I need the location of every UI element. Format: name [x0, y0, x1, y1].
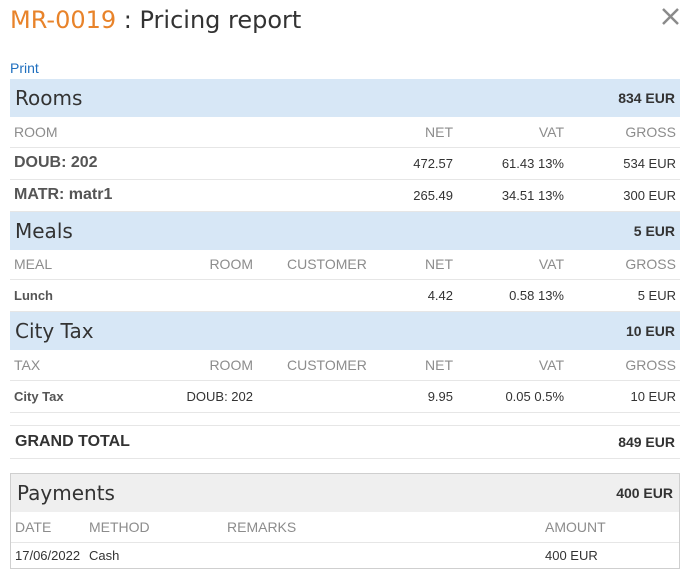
meal-name: Lunch — [10, 279, 160, 312]
payment-method: Cash — [89, 547, 120, 563]
payment-amount: 400 EUR — [545, 547, 598, 563]
column-header: VAT — [457, 249, 568, 280]
column-header: ROOM — [160, 350, 257, 381]
city-tax-section-header: City Tax 10 EUR — [10, 312, 680, 350]
title-separator: : — [116, 6, 140, 34]
city-tax-title: City Tax — [15, 319, 94, 343]
column-header: DATE — [11, 512, 85, 543]
meals-total: 5 EUR — [633, 222, 675, 239]
column-header: REMARKS — [223, 512, 541, 543]
column-header: CUSTOMER — [257, 350, 377, 381]
column-header: AMOUNT — [541, 512, 679, 543]
reservation-code: MR-0019 — [10, 6, 117, 34]
net-value: 265.49 — [360, 179, 457, 212]
rooms-total: 834 EUR — [618, 90, 675, 106]
gross-value: 10 EUR — [568, 380, 680, 413]
vat-value: 34.51 13% — [457, 179, 568, 212]
table-row: MATR: matr1 265.49 34.51 13% 300 EUR — [10, 179, 680, 212]
net-value: 4.42 — [377, 279, 457, 312]
column-header: NET — [377, 249, 457, 280]
table-header-row: MEAL ROOM CUSTOMER NET VAT GROSS — [10, 249, 680, 280]
payments-table: DATE METHOD REMARKS AMOUNT 17/06/2022 Ca… — [11, 512, 679, 568]
city-tax-total: 10 EUR — [625, 323, 675, 339]
column-header: VAT — [457, 117, 568, 148]
column-header: CUSTOMER — [257, 249, 377, 280]
rooms-section-header: Rooms 834 EUR — [10, 79, 680, 117]
meals-title: Meals — [15, 218, 73, 243]
table-header-row: ROOM NET VAT GROSS — [10, 117, 680, 148]
room-name: MATR: matr1 — [10, 179, 360, 212]
print-link[interactable]: Print — [10, 60, 39, 76]
payments-section-header: Payments 400 EUR — [11, 474, 679, 512]
column-header: VAT — [457, 350, 568, 381]
table-row: City Tax DOUB: 202 9.95 0.05 0.5% 10 EUR — [10, 380, 680, 413]
gross-value: 534 EUR — [568, 147, 680, 180]
meals-section-header: Meals 5 EUR — [10, 211, 680, 250]
payments-panel: Payments 400 EUR DATE METHOD REMARKS AMO… — [10, 473, 680, 569]
gross-value: 5 EUR — [568, 279, 680, 312]
vat-value: 0.58 13% — [457, 279, 568, 312]
table-header-row: DATE METHOD REMARKS AMOUNT — [11, 512, 679, 543]
table-row: Lunch 4.42 0.58 13% 5 EUR — [10, 279, 680, 312]
column-header: GROSS — [568, 350, 680, 381]
column-header: GROSS — [568, 117, 680, 148]
payment-remarks — [223, 542, 541, 568]
customer-value — [257, 380, 377, 413]
room-name: DOUB: 202 — [10, 147, 360, 180]
city-tax-table: TAX ROOM CUSTOMER NET VAT GROSS City Tax… — [10, 350, 680, 413]
column-header: METHOD — [85, 512, 223, 543]
rooms-table: ROOM NET VAT GROSS DOUB: 202 472.57 61.4… — [10, 117, 680, 212]
column-header: GROSS — [568, 249, 680, 280]
column-header: MEAL — [10, 249, 160, 280]
grand-total-value: 849 EUR — [618, 433, 675, 450]
column-header: TAX — [10, 350, 160, 381]
column-header: NET — [377, 350, 457, 381]
column-header: NET — [360, 117, 457, 148]
payments-total: 400 EUR — [616, 485, 673, 501]
meals-table: MEAL ROOM CUSTOMER NET VAT GROSS Lunch 4… — [10, 249, 680, 312]
page-title: MR-0019 : Pricing report — [10, 6, 301, 34]
customer-value — [257, 279, 377, 312]
room-value: DOUB: 202 — [160, 380, 257, 413]
grand-total-label: GRAND TOTAL — [15, 432, 130, 450]
close-icon[interactable] — [658, 4, 683, 30]
gross-value: 300 EUR — [568, 179, 680, 212]
column-header: ROOM — [160, 249, 257, 280]
table-header-row: TAX ROOM CUSTOMER NET VAT GROSS — [10, 350, 680, 381]
net-value: 472.57 — [360, 147, 457, 180]
grand-total-row: GRAND TOTAL 849 EUR — [10, 424, 680, 459]
payment-date: 17/06/2022 — [15, 547, 81, 563]
column-header: ROOM — [10, 117, 360, 148]
vat-value: 61.43 13% — [457, 147, 568, 180]
tax-name: City Tax — [10, 380, 160, 413]
payments-title: Payments — [17, 481, 115, 505]
report-title: Pricing report — [139, 6, 302, 34]
pricing-report: Rooms 834 EUR ROOM NET VAT GROSS DOUB: 2… — [10, 79, 680, 459]
table-row: DOUB: 202 472.57 61.43 13% 534 EUR — [10, 147, 680, 180]
room-value — [160, 279, 257, 312]
rooms-title: Rooms — [15, 86, 83, 110]
net-value: 9.95 — [377, 380, 457, 413]
vat-value: 0.05 0.5% — [457, 380, 568, 413]
table-row: 17/06/2022 Cash 400 EUR — [11, 542, 679, 568]
